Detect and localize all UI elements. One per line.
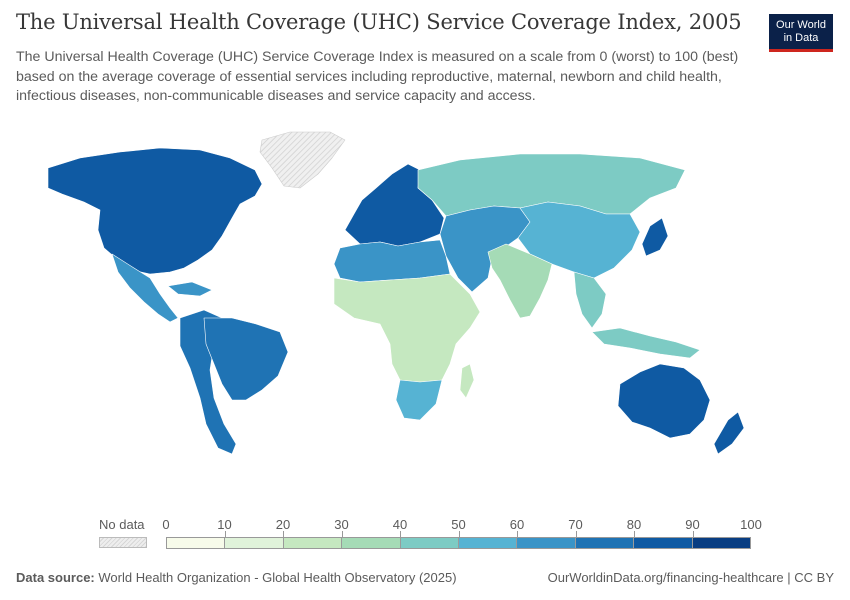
legend-tick-label: 10 xyxy=(217,517,232,532)
data-source: Data source: World Health Organization -… xyxy=(16,570,457,585)
legend-tick-mark xyxy=(517,531,518,537)
legend-tick-label: 50 xyxy=(451,517,466,532)
legend-bin-1[interactable] xyxy=(225,538,284,548)
legend-bin-3[interactable] xyxy=(342,538,401,548)
region-mexico[interactable] xyxy=(111,253,179,323)
logo-line-1: Our World xyxy=(776,19,826,31)
chart-subtitle: The Universal Health Coverage (UHC) Serv… xyxy=(16,49,739,104)
legend-bin-5[interactable] xyxy=(459,538,518,548)
footer-credit-link[interactable]: OurWorldinData.org/financing-healthcare … xyxy=(547,570,834,585)
legend-tick-mark xyxy=(634,531,635,537)
legend-tick-label: 30 xyxy=(334,517,349,532)
legend-bin-2[interactable] xyxy=(283,538,343,548)
region-australia[interactable] xyxy=(617,363,711,439)
legend-bin-9[interactable] xyxy=(692,538,751,548)
legend-tick-mark xyxy=(400,531,401,537)
legend-bin-4[interactable] xyxy=(400,538,460,548)
legend-tick-label: 70 xyxy=(568,517,583,532)
legend-no-data-label: No data xyxy=(99,517,145,532)
region-central-asia[interactable] xyxy=(439,205,531,293)
region-china[interactable] xyxy=(517,201,641,279)
data-source-label: Data source: xyxy=(16,570,95,585)
legend-bin-7[interactable] xyxy=(575,538,635,548)
region-india[interactable] xyxy=(487,243,553,319)
chart-title: The Universal Health Coverage (UHC) Serv… xyxy=(16,10,742,34)
region-brazil[interactable] xyxy=(203,317,289,401)
legend-tick-mark xyxy=(458,531,460,537)
legend-tick-label: 100 xyxy=(740,517,762,532)
legend-bin-6[interactable] xyxy=(517,538,576,548)
legend-tick-label: 80 xyxy=(626,517,642,532)
region-sub-saharan-africa[interactable] xyxy=(333,273,481,383)
legend-tick-mark xyxy=(224,531,226,537)
region-caribbean[interactable] xyxy=(167,281,213,297)
logo-line-2: in Data xyxy=(783,32,819,44)
region-north-africa[interactable] xyxy=(333,239,451,283)
legend-tick-mark xyxy=(283,531,284,537)
data-source-text[interactable]: World Health Organization - Global Healt… xyxy=(98,570,457,585)
legend-tick-label: 0 xyxy=(162,517,170,532)
legend-tick-label: 60 xyxy=(509,517,525,532)
region-north-america[interactable] xyxy=(47,147,263,275)
legend-color-scale[interactable] xyxy=(166,537,751,549)
region-indonesia[interactable] xyxy=(591,327,701,359)
world-map[interactable] xyxy=(0,118,850,513)
legend-tick-label: 90 xyxy=(685,517,700,532)
region-southeast-asia[interactable] xyxy=(573,271,607,329)
region-new-zealand[interactable] xyxy=(713,411,745,455)
region-southern-africa[interactable] xyxy=(395,379,443,421)
region-greenland[interactable] xyxy=(259,131,346,189)
legend-tick-label: 20 xyxy=(275,517,291,532)
legend-bin-0[interactable] xyxy=(167,538,226,548)
legend-no-data-swatch[interactable] xyxy=(99,537,147,548)
legend-tick-mark xyxy=(575,531,577,537)
legend-tick-mark xyxy=(341,531,343,537)
region-japan[interactable] xyxy=(641,217,669,257)
region-madagascar[interactable] xyxy=(459,363,475,399)
legend-tick-label: 40 xyxy=(392,517,408,532)
legend-tick-mark xyxy=(692,531,694,537)
legend-bin-8[interactable] xyxy=(634,538,693,548)
owid-logo[interactable]: Our World in Data xyxy=(769,14,833,52)
